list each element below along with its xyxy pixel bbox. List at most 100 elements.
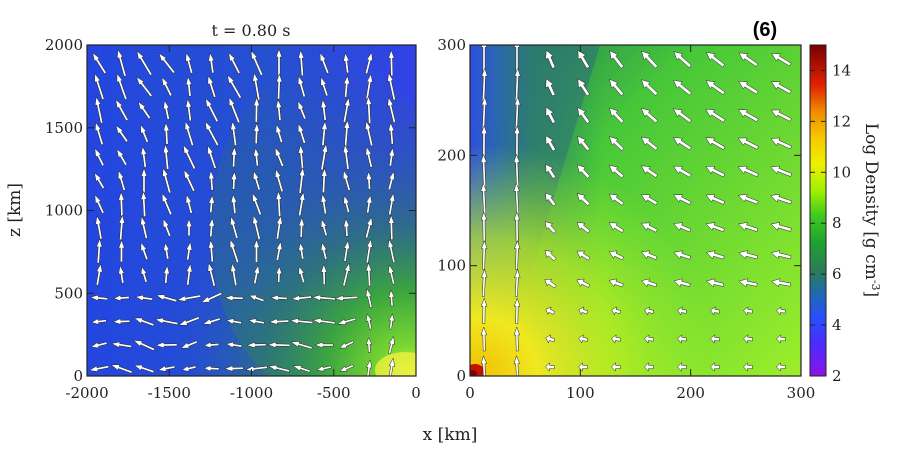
velocity-arrow [677, 362, 687, 372]
colorbar-gradient [809, 44, 827, 377]
velocity-arrow [513, 239, 521, 270]
velocity-arrow [771, 52, 792, 67]
y-tick-label: 500 [54, 284, 83, 302]
velocity-arrow [297, 49, 305, 77]
velocity-arrow [480, 239, 488, 270]
velocity-arrow [253, 122, 260, 145]
velocity-arrow [776, 362, 786, 372]
velocity-arrow [320, 241, 328, 260]
velocity-arrow [250, 50, 264, 76]
velocity-arrow [342, 262, 351, 287]
velocity-arrow [387, 170, 395, 191]
velocity-arrow [274, 147, 285, 168]
velocity-arrow [365, 194, 373, 214]
y-tick-label: 100 [437, 257, 466, 275]
left-panel: -2000 -1500 -1000 -500 0 0 500 1000 1500 2000 t =… [5, 21, 421, 402]
velocity-arrow [176, 294, 201, 302]
velocity-arrow [297, 75, 306, 98]
velocity-arrow [253, 147, 260, 167]
x-tick-label: 200 [676, 384, 705, 402]
velocity-arrow [270, 294, 288, 302]
velocity-arrow [178, 316, 200, 326]
y-tick-label: 200 [437, 146, 466, 164]
velocity-arrow [298, 242, 305, 260]
velocity-arrow [388, 313, 395, 330]
velocity-arrow [275, 240, 283, 261]
velocity-arrow [776, 334, 786, 344]
velocity-arrow [365, 95, 372, 124]
velocity-arrow [387, 96, 396, 124]
velocity-arrow [96, 238, 103, 264]
left-axis-ticks: -2000 -1500 -1000 -500 0 0 500 1000 1500 2000 [45, 36, 421, 402]
velocity-arrow [743, 306, 753, 316]
velocity-arrow [94, 121, 104, 146]
velocity-arrow [275, 123, 284, 144]
velocity-arrow [513, 182, 520, 216]
velocity-arrow [207, 262, 216, 287]
right-velocity-arrows [480, 45, 793, 376]
velocity-arrow [136, 76, 153, 98]
velocity-arrow [252, 214, 261, 241]
velocity-arrow [365, 170, 373, 190]
velocity-arrow [544, 250, 557, 262]
velocity-arrow [202, 317, 221, 325]
velocity-arrow [163, 122, 170, 145]
velocity-arrow [161, 192, 173, 216]
velocity-arrow [608, 193, 625, 206]
velocity-arrow [320, 218, 328, 237]
velocity-arrow [365, 238, 373, 264]
velocity-arrow [737, 137, 759, 150]
velocity-arrow [311, 294, 336, 301]
velocity-arrow [116, 49, 127, 77]
velocity-arrow [314, 341, 334, 349]
velocity-arrow [115, 99, 129, 122]
velocity-arrow [608, 278, 624, 288]
velocity-arrow [230, 120, 237, 146]
left-panel-title: t = 0.80 s [212, 21, 291, 40]
velocity-arrow [252, 192, 262, 216]
velocity-arrow [134, 294, 153, 302]
velocity-arrow [770, 250, 792, 260]
velocity-arrow [203, 341, 220, 349]
velocity-arrow [203, 365, 220, 372]
velocity-arrow [343, 119, 351, 148]
velocity-arrow [640, 107, 659, 124]
x-tick-label: -1000 [230, 384, 273, 402]
velocity-arrow [770, 109, 792, 122]
velocity-arrow [88, 365, 110, 372]
velocity-arrow [365, 287, 373, 308]
velocity-arrow [611, 306, 622, 316]
velocity-arrow [611, 334, 621, 344]
velocity-arrow [388, 357, 396, 376]
velocity-arrow [118, 265, 125, 284]
velocity-arrow [208, 52, 215, 74]
velocity-arrow [163, 264, 170, 284]
velocity-arrow [743, 362, 753, 372]
colorbar-tick-label: 4 [832, 316, 842, 334]
velocity-arrow [388, 192, 396, 216]
velocity-arrow [90, 341, 108, 349]
velocity-arrow [576, 278, 591, 288]
velocity-arrow [545, 334, 556, 344]
velocity-arrow [252, 72, 261, 101]
velocity-arrow [387, 238, 396, 264]
velocity-arrow [544, 278, 557, 289]
velocity-arrow [388, 49, 395, 77]
velocity-arrow [163, 242, 170, 260]
velocity-arrow [738, 52, 759, 67]
velocity-arrow [208, 217, 215, 238]
velocity-arrow [673, 222, 692, 233]
x-tick-label: -2000 [65, 384, 108, 402]
velocity-arrow [133, 317, 155, 327]
velocity-arrow [513, 211, 521, 243]
velocity-arrow [343, 52, 350, 74]
velocity-arrow [738, 250, 758, 260]
colorbar-tick-label: 6 [832, 265, 842, 283]
velocity-arrow [223, 365, 244, 372]
velocity-arrow [644, 334, 654, 344]
velocity-arrow [136, 50, 153, 76]
velocity-arrow [186, 263, 193, 286]
velocity-arrow [776, 306, 786, 316]
velocity-arrow [578, 306, 589, 316]
velocity-arrow [208, 239, 215, 263]
